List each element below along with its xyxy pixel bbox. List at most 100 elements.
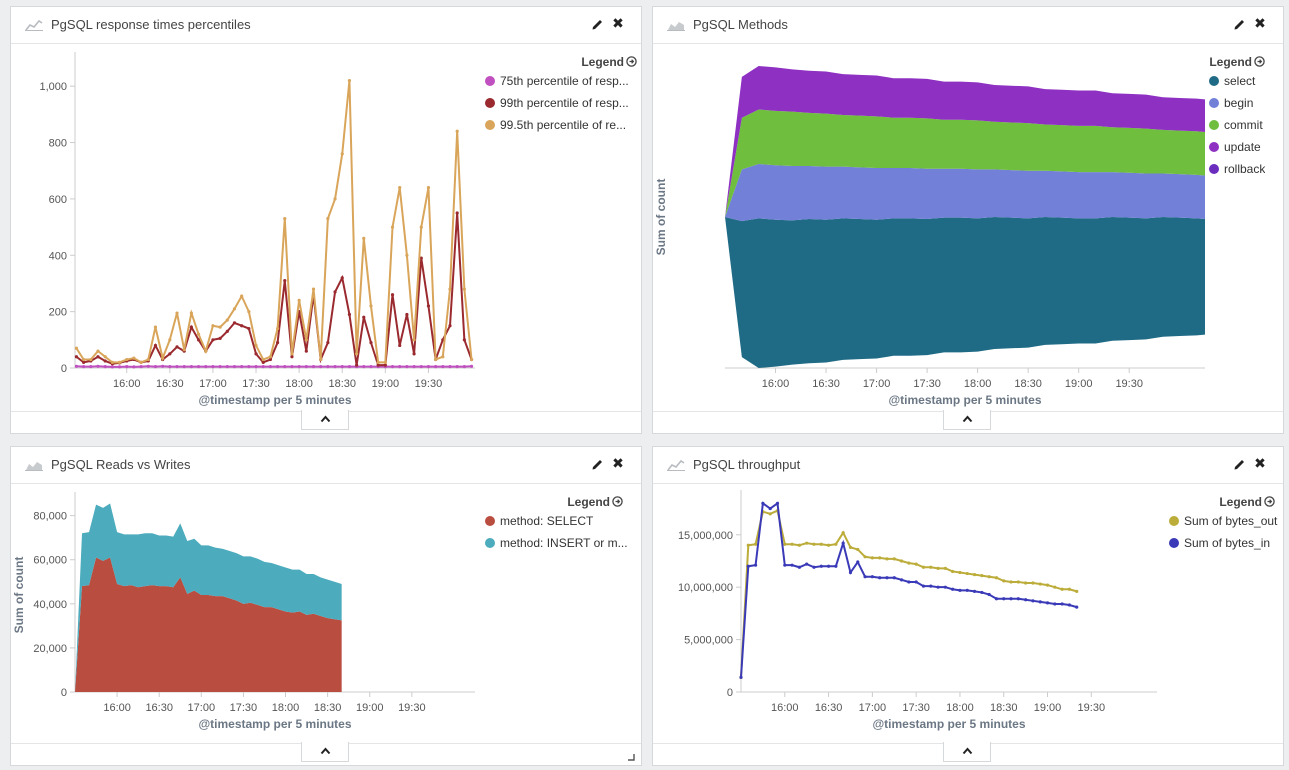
data-point xyxy=(1016,597,1020,601)
panel-footer xyxy=(653,410,1283,433)
data-point xyxy=(103,364,107,369)
data-point xyxy=(448,324,452,328)
y-axis-title: Sum of count xyxy=(654,179,668,256)
collapse-button[interactable] xyxy=(943,742,991,762)
data-point xyxy=(347,312,352,317)
close-icon[interactable]: ✖ xyxy=(612,15,624,31)
arrow-right-circle-icon xyxy=(626,56,637,67)
legend-toggle[interactable]: Legend xyxy=(1169,494,1275,510)
x-axis-title: @timestamp per 5 minutes xyxy=(198,393,351,407)
data-point xyxy=(175,364,179,369)
x-tick-label: 16:00 xyxy=(762,378,790,390)
reads-writes-chart: 0 20,000 40,000 60,000 80,000 16:00 16:30 17:00… xyxy=(12,492,475,731)
panel-title: PgSQL Methods xyxy=(693,17,788,32)
panel-response-times: PgSQL response times percentiles ✖ 0 200 4… xyxy=(10,6,642,434)
series-area xyxy=(725,109,1205,217)
data-point xyxy=(1038,600,1042,604)
data-point xyxy=(1075,589,1079,593)
data-point xyxy=(921,565,926,569)
data-point xyxy=(211,338,215,342)
legend-label: 75th percentile of resp... xyxy=(500,74,629,88)
data-point xyxy=(1024,581,1028,585)
data-point xyxy=(110,360,114,364)
panel-footer xyxy=(11,742,641,765)
data-point xyxy=(319,364,323,369)
data-point xyxy=(110,365,114,369)
data-point xyxy=(74,355,79,359)
collapse-button[interactable] xyxy=(943,410,991,430)
data-point xyxy=(290,352,294,356)
legend-toggle[interactable]: Legend xyxy=(485,494,623,510)
legend-item[interactable]: 99th percentile of resp... xyxy=(485,92,637,114)
data-point xyxy=(1002,597,1006,601)
data-point xyxy=(125,357,129,362)
legend-item[interactable]: Sum of bytes_in xyxy=(1169,532,1281,554)
data-point xyxy=(929,565,933,569)
data-point xyxy=(211,324,215,328)
response-times-chart: 0 200 400 600 800 1,000 16:00 16:30 17:00 17:30 18… xyxy=(39,52,475,407)
pencil-icon[interactable] xyxy=(591,458,604,471)
close-icon[interactable]: ✖ xyxy=(612,455,624,471)
legend-item[interactable]: 75th percentile of resp... xyxy=(485,70,637,92)
data-point xyxy=(426,364,431,369)
data-point xyxy=(914,580,918,584)
x-tick-label: 19:30 xyxy=(1078,702,1106,714)
data-point xyxy=(812,565,816,569)
data-point xyxy=(103,359,107,363)
data-point xyxy=(168,364,172,369)
x-axis-title: @timestamp per 5 minutes xyxy=(888,393,1041,407)
legend-item[interactable]: rollback xyxy=(1209,158,1265,180)
close-icon[interactable]: ✖ xyxy=(1254,455,1266,471)
legend-item[interactable]: method: SELECT xyxy=(485,510,635,532)
chevron-up-icon xyxy=(962,747,973,755)
data-point xyxy=(139,360,143,364)
collapse-button[interactable] xyxy=(301,410,349,430)
resize-handle-icon[interactable] xyxy=(628,754,635,761)
legend-item[interactable]: begin xyxy=(1209,92,1265,114)
legend-item[interactable]: commit xyxy=(1209,114,1265,136)
close-icon[interactable]: ✖ xyxy=(1254,15,1266,31)
data-point xyxy=(426,186,431,190)
x-tick-label: 19:30 xyxy=(398,702,426,714)
data-point xyxy=(834,564,838,568)
panel-reads-writes: PgSQL Reads vs Writes ✖ 0 20,000 40,000 60,… xyxy=(10,446,642,766)
pencil-icon[interactable] xyxy=(591,18,604,31)
data-point xyxy=(885,576,889,580)
data-point xyxy=(369,304,373,308)
data-point xyxy=(153,364,158,369)
legend-item[interactable]: 99.5th percentile of re... xyxy=(485,114,637,136)
data-point xyxy=(980,574,984,578)
legend-toggle[interactable]: Legend xyxy=(1209,54,1265,70)
legend-toggle[interactable]: Legend xyxy=(485,54,637,70)
data-point xyxy=(980,590,984,595)
data-point xyxy=(958,588,962,592)
data-point xyxy=(89,364,93,369)
data-point xyxy=(819,564,823,568)
pencil-icon[interactable] xyxy=(1233,458,1246,471)
data-point xyxy=(929,584,933,588)
x-tick-label: 18:00 xyxy=(272,702,300,714)
legend-title: Legend xyxy=(1219,495,1262,509)
data-point xyxy=(805,541,809,545)
data-point xyxy=(856,547,860,552)
legend-item[interactable]: method: INSERT or m... xyxy=(485,532,635,554)
y-tick-label: 0 xyxy=(61,363,67,375)
data-point xyxy=(232,321,237,325)
data-point xyxy=(768,506,772,511)
legend-label: rollback xyxy=(1224,162,1265,176)
data-point xyxy=(1053,602,1057,606)
data-point xyxy=(240,294,244,298)
legend-item[interactable]: Sum of bytes_out xyxy=(1169,510,1281,532)
series-line xyxy=(75,80,473,364)
collapse-button[interactable] xyxy=(301,742,349,762)
data-point xyxy=(761,501,765,505)
panel-title: PgSQL response times percentiles xyxy=(51,17,251,32)
pencil-icon[interactable] xyxy=(1233,18,1246,31)
legend-swatch xyxy=(1169,538,1179,548)
legend-item[interactable]: update xyxy=(1209,136,1265,158)
data-point xyxy=(775,501,780,505)
data-point xyxy=(254,364,258,369)
legend: Legend 75th percentile of resp... 99th pe… xyxy=(485,54,637,136)
legend-item[interactable]: select xyxy=(1209,70,1265,92)
data-point xyxy=(275,341,280,345)
